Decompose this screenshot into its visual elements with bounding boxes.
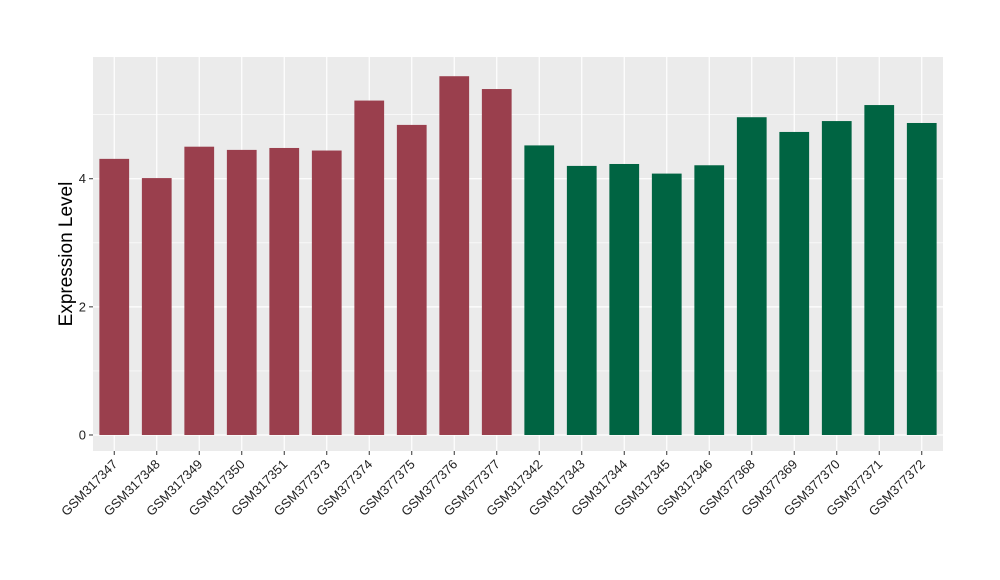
y-tick-label: 0 (79, 427, 86, 442)
bar-GSM317343 (566, 165, 597, 435)
bar-GSM317350 (226, 149, 257, 435)
bar-GSM317351 (269, 147, 300, 435)
bar-GSM377373 (311, 150, 342, 435)
bar-GSM317346 (694, 165, 725, 435)
bar-GSM377371 (864, 105, 895, 435)
bar-GSM317348 (141, 178, 172, 435)
bar-GSM377368 (736, 117, 767, 435)
bar-GSM377370 (821, 121, 852, 435)
plot-panel (93, 57, 943, 451)
bar-GSM377369 (779, 131, 810, 435)
bar-GSM377374 (354, 100, 385, 435)
bar-GSM377375 (396, 124, 427, 435)
bar-GSM317349 (184, 146, 215, 435)
x-axis: GSM317347GSM317348GSM317349GSM317350GSM3… (58, 451, 928, 519)
bars (99, 76, 937, 435)
bar-GSM317344 (609, 163, 640, 435)
y-axis: 0 2 4 (79, 171, 93, 442)
y-tick-label: 4 (79, 171, 86, 186)
bar-GSM377372 (906, 122, 937, 435)
y-tick-label: 2 (79, 299, 86, 314)
bar-GSM317342 (524, 145, 555, 435)
bar-GSM317347 (99, 158, 130, 435)
y-axis-title: Expression Level (56, 182, 77, 327)
bar-GSM377377 (481, 89, 512, 435)
bar-GSM377376 (439, 76, 470, 435)
bar-GSM317345 (651, 173, 682, 435)
